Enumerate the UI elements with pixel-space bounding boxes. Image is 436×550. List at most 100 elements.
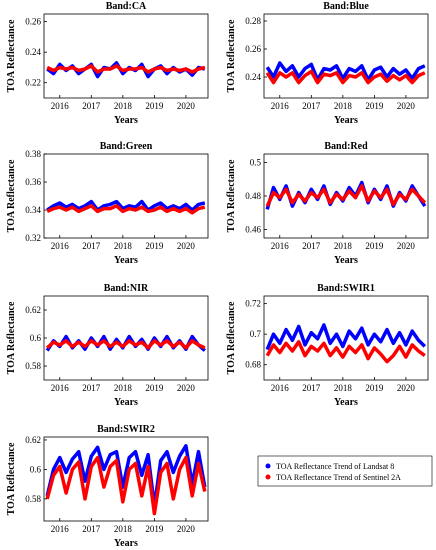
x-tick-label: 2020 bbox=[397, 383, 416, 393]
plot-frame bbox=[263, 295, 429, 381]
x-axis-label: Years bbox=[114, 397, 138, 408]
x-tick-label: 2017 bbox=[302, 383, 321, 393]
y-axis-label: TOA Reflectance bbox=[6, 442, 17, 515]
x-tick-label: 2018 bbox=[334, 383, 353, 393]
y-axis-label: TOA Reflectance bbox=[6, 19, 17, 92]
y-tick-label: 0.46 bbox=[245, 225, 261, 235]
y-tick-label: 0.36 bbox=[25, 177, 41, 187]
y-tick-label: 0.26 bbox=[245, 44, 261, 54]
legend-marker bbox=[265, 474, 271, 480]
series-line bbox=[45, 444, 207, 509]
y-tick-label: 0.58 bbox=[25, 494, 41, 504]
x-tick-label: 2017 bbox=[302, 101, 321, 111]
x-tick-label: 2020 bbox=[397, 101, 416, 111]
x-tick-label: 2017 bbox=[82, 383, 101, 393]
y-tick-label: 0.34 bbox=[25, 205, 41, 215]
y-tick-label: 0.7 bbox=[250, 329, 262, 339]
x-tick-label: 2018 bbox=[114, 524, 133, 534]
x-axis-label: Years bbox=[334, 255, 358, 266]
panel-title: Band:CA bbox=[106, 1, 147, 12]
x-axis-label: Years bbox=[334, 115, 358, 126]
x-tick-label: 2016 bbox=[51, 383, 70, 393]
series-line bbox=[265, 323, 427, 351]
legend-label: TOA Reflectance Trend of Sentinel 2A bbox=[276, 473, 401, 482]
x-tick-label: 2017 bbox=[82, 241, 101, 251]
x-axis-label: Years bbox=[114, 255, 138, 266]
y-tick-label: 0.62 bbox=[25, 305, 41, 315]
x-tick-label: 2016 bbox=[51, 241, 70, 251]
x-tick-label: 2018 bbox=[334, 101, 353, 111]
y-axis-label: TOA Reflectance bbox=[6, 301, 17, 374]
y-tick-label: 0.26 bbox=[25, 17, 41, 27]
x-tick-label: 2017 bbox=[302, 241, 321, 251]
x-tick-label: 2018 bbox=[114, 241, 133, 251]
x-axis-label: Years bbox=[334, 397, 358, 408]
x-tick-label: 2020 bbox=[397, 241, 416, 251]
series-line bbox=[46, 339, 206, 350]
x-tick-label: 2016 bbox=[271, 101, 290, 111]
y-tick-label: 0.58 bbox=[25, 361, 41, 371]
x-tick-label: 2020 bbox=[177, 101, 196, 111]
series-line bbox=[265, 184, 427, 207]
plot-frame bbox=[43, 13, 209, 99]
series-line bbox=[46, 204, 206, 215]
x-tick-label: 2018 bbox=[114, 101, 133, 111]
x-tick-label: 2017 bbox=[82, 524, 101, 534]
x-tick-label: 2019 bbox=[145, 241, 164, 251]
y-axis-label: TOA Reflectance bbox=[226, 19, 237, 92]
y-tick-label: 0.32 bbox=[25, 233, 41, 243]
plot-frame bbox=[43, 153, 209, 239]
y-tick-label: 0.6 bbox=[30, 333, 42, 343]
panel-title: Band:SWIR2 bbox=[97, 424, 155, 435]
legend-marker bbox=[265, 463, 271, 469]
panel-title: Band:NIR bbox=[104, 283, 149, 294]
x-tick-label: 2018 bbox=[114, 383, 133, 393]
y-tick-label: 0.38 bbox=[25, 149, 41, 159]
plot-frame bbox=[263, 13, 429, 99]
y-axis-label: TOA Reflectance bbox=[6, 159, 17, 232]
x-tick-label: 2019 bbox=[145, 524, 164, 534]
legend-label: TOA Reflectance Trend of Landsat 8 bbox=[276, 462, 394, 471]
x-tick-label: 2019 bbox=[145, 101, 164, 111]
panel-title: Band:Green bbox=[100, 141, 153, 152]
series-line bbox=[265, 61, 426, 82]
x-tick-label: 2020 bbox=[177, 383, 196, 393]
series-line bbox=[265, 340, 426, 364]
x-tick-label: 2020 bbox=[177, 524, 196, 534]
panel-title: Band:Red bbox=[324, 141, 368, 152]
x-axis-label: Years bbox=[114, 538, 138, 549]
series-line bbox=[46, 199, 206, 212]
series-line bbox=[45, 455, 207, 516]
y-tick-label: 0.22 bbox=[25, 78, 41, 88]
panel-title: Band:SWIR1 bbox=[317, 283, 375, 294]
y-tick-label: 0.24 bbox=[245, 72, 261, 82]
series-line bbox=[265, 69, 426, 85]
x-tick-label: 2017 bbox=[82, 101, 101, 111]
x-tick-label: 2020 bbox=[177, 241, 196, 251]
panel-title: Band:Blue bbox=[323, 1, 369, 12]
y-tick-label: 0.68 bbox=[245, 360, 261, 370]
y-tick-label: 0.48 bbox=[245, 191, 261, 201]
y-tick-label: 0.72 bbox=[245, 299, 261, 309]
series-line bbox=[46, 64, 206, 74]
x-tick-label: 2018 bbox=[334, 241, 353, 251]
x-tick-label: 2016 bbox=[51, 101, 70, 111]
y-tick-label: 0.24 bbox=[25, 47, 41, 57]
x-tick-label: 2019 bbox=[145, 383, 164, 393]
y-tick-label: 0.6 bbox=[30, 464, 42, 474]
x-tick-label: 2016 bbox=[51, 524, 70, 534]
plot-frame bbox=[43, 436, 209, 522]
legend-frame bbox=[257, 455, 433, 487]
y-axis-label: TOA Reflectance bbox=[226, 159, 237, 232]
x-tick-label: 2019 bbox=[365, 241, 384, 251]
x-axis-label: Years bbox=[114, 115, 138, 126]
y-tick-label: 0.28 bbox=[245, 16, 261, 26]
y-axis-label: TOA Reflectance bbox=[226, 301, 237, 374]
x-tick-label: 2016 bbox=[271, 383, 290, 393]
y-tick-label: 0.5 bbox=[250, 157, 262, 167]
y-tick-label: 0.62 bbox=[25, 435, 41, 445]
x-tick-label: 2019 bbox=[365, 383, 384, 393]
x-tick-label: 2016 bbox=[271, 241, 290, 251]
x-tick-label: 2019 bbox=[365, 101, 384, 111]
